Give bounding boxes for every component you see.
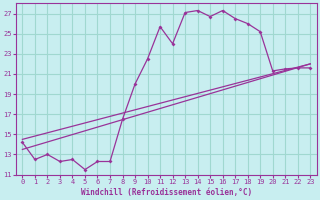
X-axis label: Windchill (Refroidissement éolien,°C): Windchill (Refroidissement éolien,°C) xyxy=(81,188,252,197)
